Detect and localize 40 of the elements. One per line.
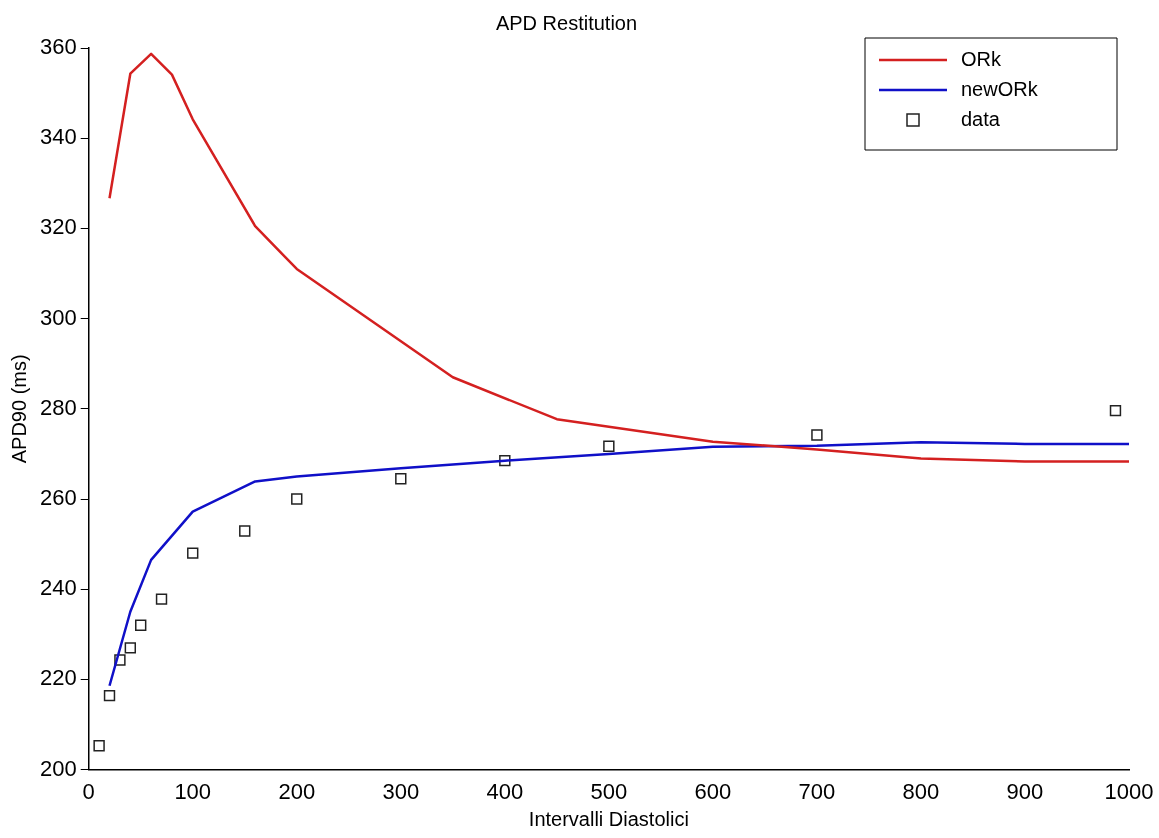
point (1109, 404, 1122, 417)
legend-label: newORk (961, 77, 1039, 100)
y-tick-label: 280 (39, 394, 77, 420)
point (93, 740, 105, 752)
point (155, 593, 168, 605)
point (239, 525, 251, 537)
point (187, 547, 199, 559)
chart-title: APD Restitution (495, 11, 638, 34)
point (395, 473, 407, 485)
point (811, 429, 823, 441)
x-tick-label: 400 (486, 778, 524, 804)
point (499, 454, 511, 467)
x-tick-label: 700 (798, 778, 836, 804)
y-tick-label: 360 (39, 34, 77, 60)
x-tick-label: 200 (278, 778, 316, 804)
y-axis-title: APD90 (ms) (7, 354, 30, 464)
x-tick-label: 800 (902, 778, 940, 804)
point (603, 440, 615, 452)
x-axis-title: Intervalli Diastolici (528, 807, 689, 830)
x-tick-label: 300 (382, 778, 420, 804)
point (124, 642, 137, 654)
point (103, 689, 116, 702)
x-tick-label: 0 (82, 778, 95, 804)
x-tick-label: 600 (694, 778, 732, 804)
y-tick-label: 220 (39, 665, 77, 691)
y-tick-label: 240 (39, 575, 77, 601)
x-tick-label: 1000 (1104, 778, 1154, 804)
point (114, 654, 126, 666)
x-tick-label: 500 (590, 778, 628, 804)
y-tick-label: 340 (39, 124, 77, 150)
point (135, 619, 147, 631)
legend-label: data (961, 107, 1001, 130)
y-tick-label: 260 (39, 485, 77, 511)
y-tick-label: 300 (39, 304, 77, 330)
point (291, 493, 303, 505)
y-tick-label: 320 (39, 214, 77, 240)
x-tick-label: 900 (1006, 778, 1044, 804)
y-tick-label: 200 (39, 755, 77, 781)
x-tick-label: 100 (174, 778, 212, 804)
legend-label: ORk (961, 47, 1002, 70)
